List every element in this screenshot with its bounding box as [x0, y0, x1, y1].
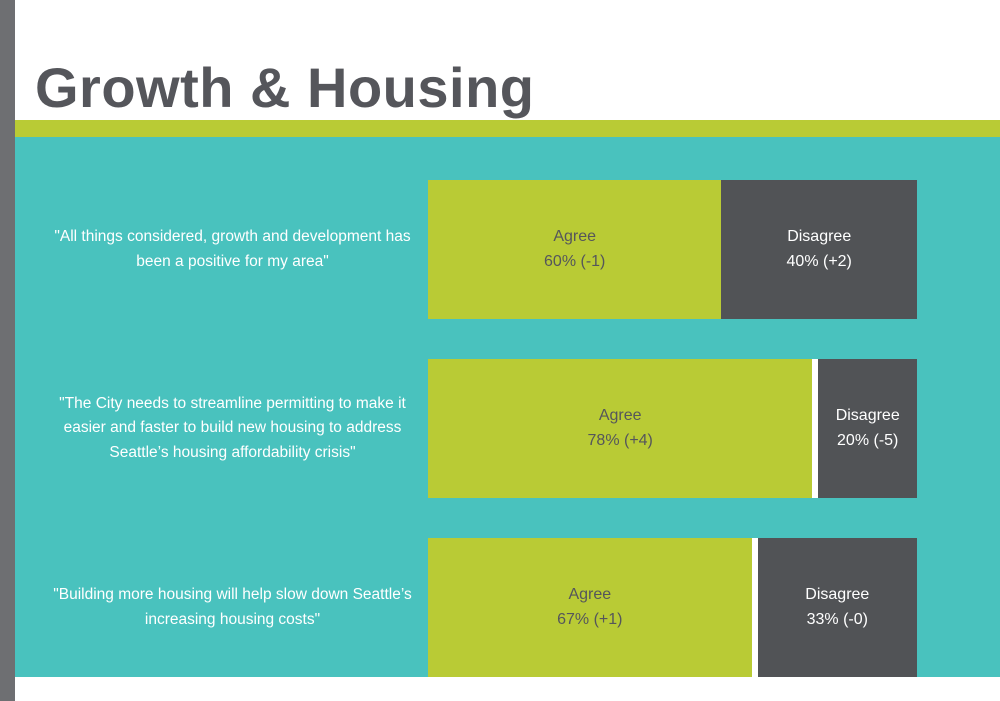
accent-stripe [15, 120, 1000, 137]
slide-header: Growth & Housing [15, 0, 1000, 120]
left-gray-strip [0, 0, 15, 701]
agree-segment: Agree 60% (-1) [428, 180, 722, 319]
disagree-segment: Disagree 20% (-5) [818, 359, 917, 498]
disagree-value: 20% (-5) [837, 431, 899, 449]
statement-text: "All things considered, growth and devel… [54, 228, 411, 270]
disagree-segment: Disagree 33% (-0) [757, 538, 917, 677]
chart-area: "All things considered, growth and devel… [15, 137, 1000, 677]
survey-row: "Building more housing will help slow do… [15, 538, 1000, 677]
disagree-segment: Disagree 40% (+2) [721, 180, 917, 319]
disagree-label: Disagree [787, 227, 852, 245]
statement-text: "Building more housing will help slow do… [53, 586, 412, 628]
agree-value: 60% (-1) [544, 252, 606, 270]
slide-title: Growth & Housing [35, 56, 535, 119]
statement-text: "The City needs to streamline permitting… [59, 395, 406, 461]
agree-label: Agree [568, 585, 612, 603]
disagree-label: Disagree [835, 406, 900, 424]
stacked-bar: Agree 60% (-1) Disagree 40% (+2) [428, 180, 917, 319]
segment-divider [812, 359, 819, 498]
disagree-value: 40% (+2) [786, 252, 852, 270]
agree-label: Agree [553, 227, 597, 245]
survey-row: "The City needs to streamline permitting… [15, 359, 1000, 498]
agree-segment: Agree 78% (+4) [428, 359, 813, 498]
agree-value: 78% (+4) [587, 431, 653, 449]
stacked-bar: Agree 78% (+4) Disagree 20% (-5) [428, 359, 917, 498]
agree-value: 67% (+1) [557, 610, 623, 628]
disagree-value: 33% (-0) [806, 610, 868, 628]
slide-page: Growth & Housing "All things considered,… [15, 0, 1000, 701]
agree-label: Agree [598, 406, 642, 424]
disagree-label: Disagree [805, 585, 870, 603]
survey-row: "All things considered, growth and devel… [15, 180, 1000, 319]
segment-divider [751, 538, 758, 677]
stacked-bar: Agree 67% (+1) Disagree 33% (-0) [428, 538, 917, 677]
agree-segment: Agree 67% (+1) [428, 538, 752, 677]
